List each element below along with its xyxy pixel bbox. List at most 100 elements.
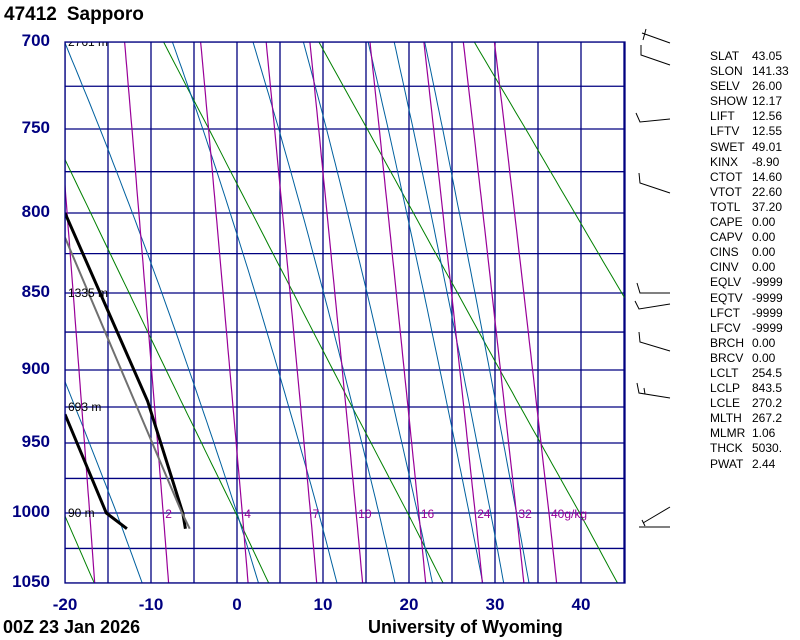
stat-key: CTOT <box>710 169 743 184</box>
stat-value: 14.60 <box>752 169 783 184</box>
dry-adiabat <box>318 42 619 583</box>
stat-key: CINS <box>710 245 739 260</box>
height-label: 2761 m <box>68 35 108 49</box>
stat-row: VTOT 22.60 <box>710 185 789 200</box>
stat-key: CAPV <box>710 230 743 245</box>
stat-key: SELV <box>710 79 740 94</box>
stat-value: 270.2 <box>752 396 783 411</box>
mixing-ratio-label: 10 <box>358 507 372 521</box>
mixing-ratio-line <box>309 42 364 583</box>
stat-value: 254.5 <box>752 365 783 380</box>
pressure-tick-label: 1050 <box>12 572 50 591</box>
mixing-ratio-line <box>123 42 170 583</box>
station-name: Sapporo <box>66 4 144 25</box>
stat-value: 12.17 <box>752 94 783 109</box>
stat-key: SLAT <box>710 49 740 63</box>
stat-row: KINX -8.90 <box>710 155 789 170</box>
stat-key: LCLP <box>710 381 741 396</box>
stat-key: KINX <box>710 154 739 169</box>
stability-indices: SLAT 43.05 SLON 141.33 SELV 26.00 SHOW 12.17 LIF… <box>710 49 789 472</box>
stat-row: SLAT 43.05 <box>710 49 789 64</box>
stat-value: -8.90 <box>752 154 780 169</box>
height-label: 693 m <box>68 400 101 414</box>
stat-value: 843.5 <box>752 381 783 396</box>
stat-row: SHOW 12.17 <box>710 94 789 109</box>
stat-value: 12.56 <box>752 109 783 124</box>
dry-adiabat <box>65 158 270 583</box>
pressure-tick-label: 900 <box>21 359 50 378</box>
stat-row: PWAT 2.44 <box>710 457 789 472</box>
temperature-tick-label: 0 <box>232 595 242 614</box>
stat-row: CINV 0.00 <box>710 260 789 275</box>
height-label: 1335 m <box>68 286 108 300</box>
mixing-ratio-label: 2 <box>165 507 172 521</box>
mixing-ratio-line <box>199 42 249 583</box>
temperature-tick-label: 20 <box>399 595 419 614</box>
stat-row: LFTV 12.55 <box>710 124 789 139</box>
mixing-ratio-line <box>369 42 427 583</box>
dry-adiabat <box>473 42 625 300</box>
station-id: 47412 <box>4 4 57 25</box>
stat-key: EQLV <box>710 275 742 290</box>
mixing-ratio-line <box>265 42 318 583</box>
mixing-ratio-label: 16 <box>421 507 435 521</box>
stat-row: LCLT 254.5 <box>710 366 789 381</box>
stat-row: CINS 0.00 <box>710 245 789 260</box>
stat-key: LFCT <box>710 305 740 320</box>
mixing-ratio-line <box>493 42 558 583</box>
stat-key: SWET <box>710 139 745 154</box>
stat-value: 0.00 <box>752 245 776 260</box>
series-dewpoint <box>65 413 128 530</box>
stat-row: SLON 141.33 <box>710 64 789 79</box>
stat-key: CAPE <box>710 215 743 230</box>
mixing-ratio-line <box>65 177 96 583</box>
stat-row: LIFT 12.56 <box>710 109 789 124</box>
stat-row: LFCV -9999 <box>710 321 789 336</box>
stat-row: BRCH 0.00 <box>710 336 789 351</box>
moist-adiabat <box>367 42 484 583</box>
temperature-tick-label: 10 <box>313 595 333 614</box>
temperature-tick-label: -20 <box>52 595 78 614</box>
moist-adiabat <box>252 42 396 583</box>
stat-row: MLMR 1.06 <box>710 426 789 441</box>
stat-row: SWET 49.01 <box>710 140 789 155</box>
temperature-tick-label: 40 <box>571 595 591 614</box>
height-label: 90 m <box>68 506 95 520</box>
stat-key: SLON <box>710 64 743 79</box>
plot-frame <box>64 41 626 584</box>
stat-row: SELV 26.00 <box>710 79 789 94</box>
stat-value: 49.01 <box>752 139 783 154</box>
chart-title: 47412 Sapporo <box>4 4 154 26</box>
pressure-tick-label: 950 <box>21 432 50 451</box>
temperature-tick-label: 30 <box>485 595 505 614</box>
stat-key: LCLE <box>710 396 741 411</box>
mixing-ratio-line <box>423 42 484 583</box>
dry-adiabat <box>163 42 444 583</box>
stat-value: 37.20 <box>752 199 783 214</box>
stat-value: -9999 <box>752 305 783 320</box>
stat-row: CAPE 0.00 <box>710 215 789 230</box>
stat-value: 0.00 <box>752 260 776 275</box>
stat-row: LFCT -9999 <box>710 306 789 321</box>
stat-key: SHOW <box>710 94 748 109</box>
stat-row: EQTV -9999 <box>710 291 789 306</box>
stat-value: 0.00 <box>752 335 776 350</box>
temperature-tick-label: -10 <box>138 595 164 614</box>
stat-key: CINV <box>710 260 739 275</box>
series-temperature <box>65 212 187 529</box>
stat-value: 267.2 <box>752 411 783 426</box>
stat-row: TOTL 37.20 <box>710 200 789 215</box>
stat-value: 0.00 <box>752 230 776 245</box>
stat-key: MLMR <box>710 426 746 441</box>
stat-value: 0.00 <box>752 215 776 230</box>
stat-key: PWAT <box>710 456 744 471</box>
moist-adiabat <box>393 42 505 583</box>
stat-key: LFTV <box>710 124 740 139</box>
stat-row: LCLE 270.2 <box>710 396 789 411</box>
stat-value: -9999 <box>752 290 783 305</box>
stat-value: -9999 <box>752 275 783 290</box>
stat-value: 5030. <box>752 441 783 456</box>
stat-key: LFCV <box>710 320 741 335</box>
stat-value: 0.00 <box>752 350 776 365</box>
stat-row: EQLV -9999 <box>710 275 789 290</box>
